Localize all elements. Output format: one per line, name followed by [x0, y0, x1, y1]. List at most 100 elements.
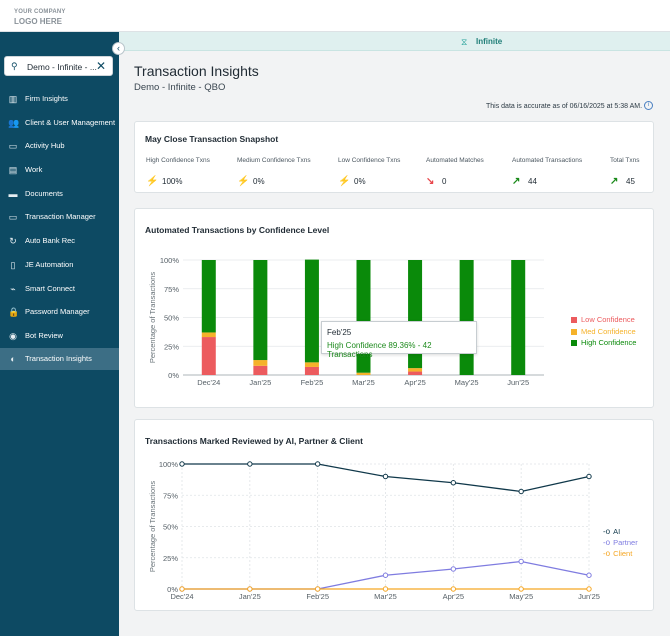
sidebar-item-work[interactable]: ▤ Work: [0, 159, 119, 181]
x-tick-label: Dec'24: [197, 378, 220, 387]
search-icon: ⚲: [11, 61, 18, 71]
y-tick-label: 100%: [160, 256, 180, 265]
point-client: [450, 586, 457, 592]
point-client: [314, 586, 321, 592]
bar-high-confidence: [304, 259, 319, 363]
bar-low-confidence: [304, 366, 319, 375]
card-icon: ▭: [8, 212, 18, 222]
point-ai: [586, 473, 592, 480]
sidebar-item-label: Work: [25, 165, 43, 174]
org-search-input[interactable]: Demo - Infinite - ...: [27, 62, 97, 72]
legend-marker: -o: [603, 527, 611, 536]
point-client: [247, 586, 253, 592]
sidebar-item-label: Smart Connect: [25, 284, 76, 293]
top-bar: YOUR COMPANY LOGO HERE: [0, 0, 670, 32]
info-icon[interactable]: i: [644, 101, 653, 110]
y-tick-label: 0%: [168, 371, 179, 380]
point-ai: [518, 488, 524, 495]
confidence-chart-title: Automated Transactions by Confidence Lev…: [145, 225, 330, 235]
x-tick-label: Jan'25: [249, 378, 271, 387]
legend-marker: -o: [603, 538, 611, 547]
y-tick-label: 25%: [164, 342, 179, 351]
kpi-label: Low Confidence Txns: [338, 157, 401, 164]
sidebar-item-label: JE Automation: [25, 260, 74, 269]
sidebar-item-label: Firm Insights: [25, 94, 68, 103]
kpi-value-row: ↘ 0: [426, 171, 446, 189]
x-tick-label: Apr'25: [443, 592, 464, 601]
x-tick-label: Feb'25: [301, 378, 324, 387]
org-search-box[interactable]: ⚲ Demo - Infinite - ... ✕: [4, 56, 113, 76]
kpi-value: 45: [626, 177, 635, 186]
sidebar-item-transaction-insights[interactable]: ◐ Transaction Insights: [0, 348, 119, 370]
point-partner: [518, 558, 524, 565]
org-name[interactable]: Infinite: [476, 37, 503, 46]
folder-icon: ▬: [8, 189, 18, 199]
legend-item[interactable]: Low Confidence: [571, 315, 635, 324]
bar-med-confidence: [253, 360, 268, 366]
point-ai: [314, 461, 321, 467]
kpi-high-confidence-txns: High Confidence Txns ⚡ 100%: [146, 157, 210, 187]
point-partner: [450, 566, 457, 572]
page-title: Transaction Insights: [134, 63, 259, 79]
y-tick-label: 100%: [159, 460, 179, 469]
collapse-sidebar-button[interactable]: ‹: [112, 42, 125, 55]
y-tick-label: 0%: [167, 585, 178, 594]
legend-item[interactable]: -o AI: [603, 527, 620, 536]
sidebar-item-activity-hub[interactable]: ▭ Activity Hub: [0, 135, 119, 157]
logo-line-2: LOGO HERE: [14, 17, 63, 26]
sidebar-item-smart-connect[interactable]: ⌁ Smart Connect: [0, 278, 119, 300]
bolt-up-icon: ⚡: [146, 176, 159, 187]
legend-item[interactable]: -o Client: [603, 549, 632, 558]
sidebar-item-auto-bank-rec[interactable]: ↻ Auto Bank Rec: [0, 230, 119, 252]
point-ai: [179, 461, 185, 467]
sidebar-item-je-automation[interactable]: ▯ JE Automation: [0, 254, 119, 276]
kpi-value-row: ↗ 44: [512, 171, 537, 189]
legend-item[interactable]: High Confidence: [571, 338, 636, 347]
kpi-label: Total Txns: [610, 157, 640, 164]
legend-item[interactable]: Med Confidence: [571, 327, 636, 336]
bar-high-confidence: [201, 260, 216, 333]
bar-low-confidence: [253, 365, 268, 375]
sidebar-item-label: Documents: [25, 189, 63, 198]
bolt-up-icon: ⚡: [338, 176, 351, 187]
insights-icon: ◐: [10, 354, 16, 364]
point-client: [586, 586, 592, 592]
bar-high-confidence: [511, 260, 526, 375]
kpi-label: Automated Matches: [426, 157, 484, 164]
infinite-icon: ⧖: [461, 37, 468, 47]
sidebar-item-label: Client & User Management: [25, 118, 116, 127]
users-icon: 👥: [8, 118, 20, 128]
kpi-value-row: ↗ 45: [610, 171, 635, 189]
x-tick-label: Jan'25: [239, 592, 261, 601]
bar-high-confidence: [253, 260, 268, 361]
sidebar-item-transaction-manager[interactable]: ▭ Transaction Manager: [0, 206, 119, 228]
kpi-value: 0: [442, 177, 447, 186]
legend-marker: -o: [603, 549, 611, 558]
point-client: [179, 586, 185, 592]
point-partner: [586, 572, 592, 578]
legend-swatch: [571, 317, 577, 324]
sidebar-item-firm-insights[interactable]: ▥ Firm Insights: [0, 88, 119, 110]
data-accuracy-note: This data is accurate as of 06/16/2025 a…: [486, 103, 643, 110]
company-logo[interactable]: YOUR COMPANY LOGO HERE: [14, 8, 66, 26]
y-tick-label: 75%: [163, 491, 178, 500]
kpi-automated-matches: Automated Matches ↘ 0: [426, 157, 484, 187]
kpi-automated-transactions: Automated Transactions ↗ 44: [512, 157, 582, 187]
y-tick-label: 50%: [164, 314, 179, 323]
legend-swatch: [571, 340, 577, 347]
sidebar-item-bot-review[interactable]: ◉ Bot Review: [0, 325, 119, 347]
legend-label: High Confidence: [581, 338, 637, 347]
sidebar-item-label: Transaction Insights: [25, 354, 92, 363]
x-tick-label: Jun'25: [578, 592, 600, 601]
sidebar-item-documents[interactable]: ▬ Documents: [0, 183, 119, 205]
chart-tooltip: Feb'25 High Confidence 89.36% - 42 Trans…: [321, 321, 477, 359]
x-tick-label: Jun'25: [507, 378, 529, 387]
clear-icon[interactable]: ✕: [95, 59, 106, 73]
sidebar-item-password-manager[interactable]: 🔒 Password Manager: [0, 301, 119, 323]
chat-icon: ▭: [8, 141, 18, 151]
legend-item[interactable]: -o Partner: [603, 538, 638, 547]
y-tick-label: 50%: [163, 523, 178, 532]
bar-med-confidence: [408, 368, 423, 372]
plug-icon: ⌁: [10, 284, 16, 294]
sidebar-item-client-user-management[interactable]: 👥 Client & User Management: [0, 112, 119, 134]
